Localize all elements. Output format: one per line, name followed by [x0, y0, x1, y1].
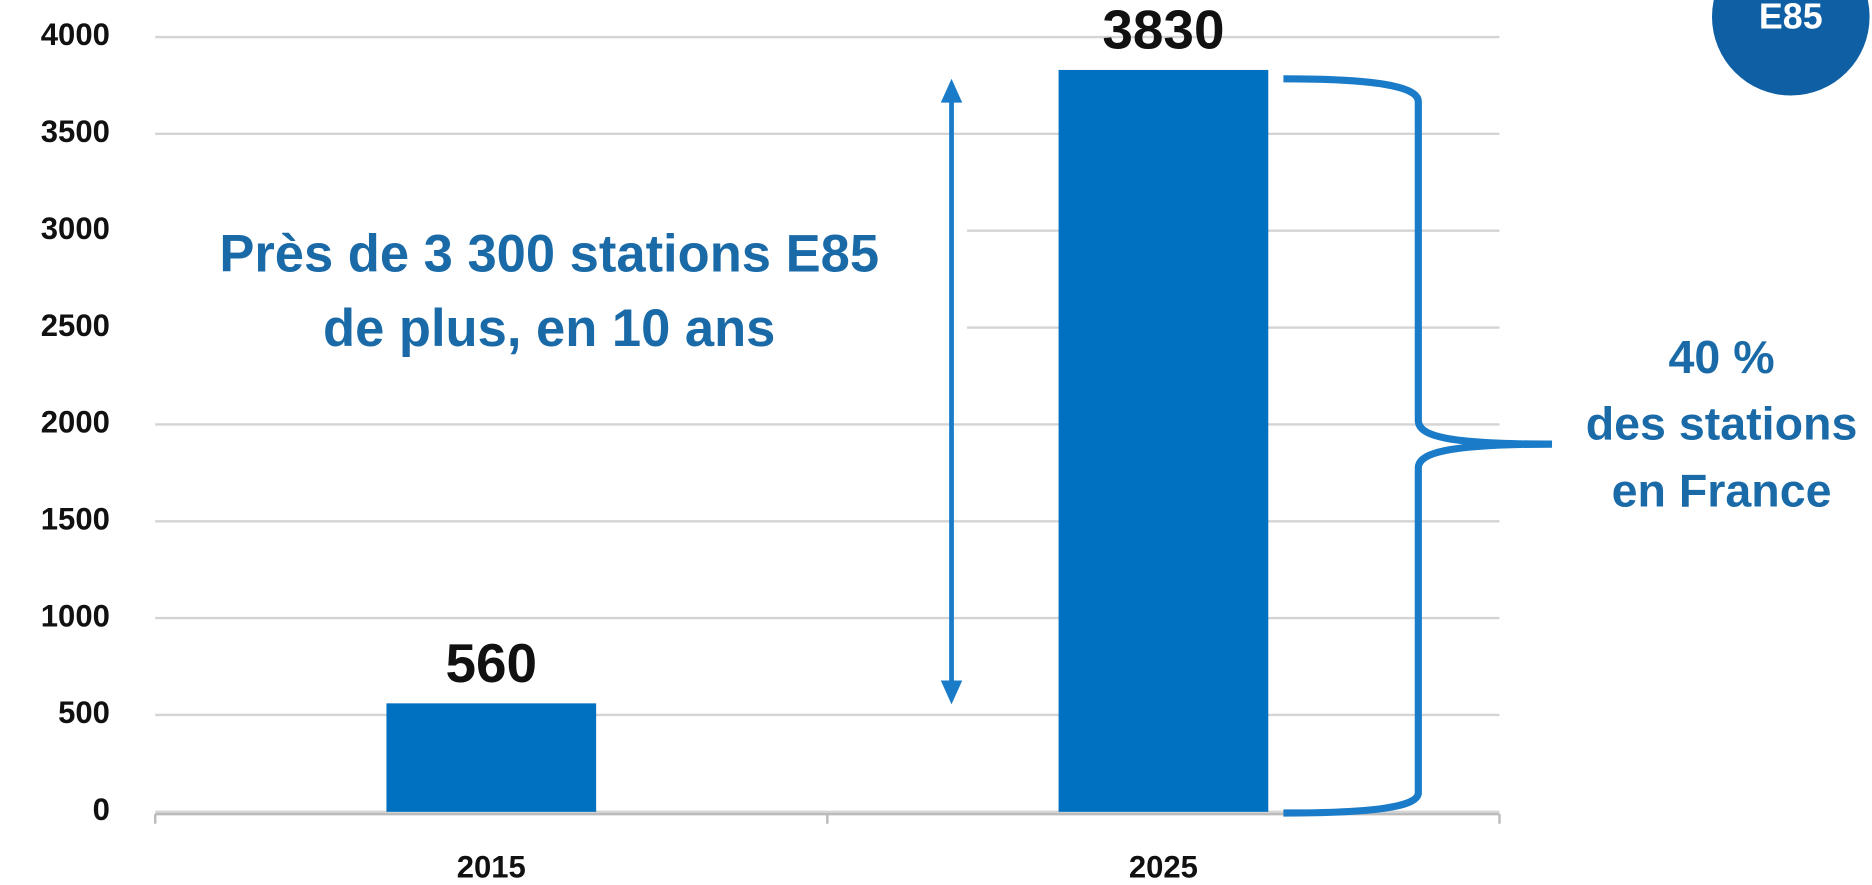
y-tick-label: 1500 [41, 501, 110, 536]
y-tick-label: 500 [58, 695, 110, 730]
value-label: 560 [445, 632, 537, 694]
annotation: 40 % [1668, 331, 1774, 383]
x-tick-label: 2015 [457, 849, 526, 884]
y-tick-label: 4000 [41, 17, 110, 52]
x-tick-label: 2025 [1129, 849, 1198, 884]
bar [386, 703, 597, 812]
y-tick-label: 3500 [41, 114, 110, 149]
y-tick-label: 1000 [41, 598, 110, 633]
value-label: 3830 [1102, 0, 1224, 61]
badge [1712, 0, 1870, 96]
y-tick-label: 3000 [41, 211, 110, 246]
badge-label: E85 [1759, 0, 1823, 37]
annotation: en France [1612, 465, 1832, 517]
annotation: de plus, en 10 ans [323, 299, 775, 358]
brace [1283, 75, 1553, 817]
annotation: Près de 3 300 stations E85 [219, 225, 879, 284]
y-tick-label: 2500 [41, 308, 110, 343]
y-tick-label: 2000 [41, 405, 110, 440]
bar [1058, 69, 1269, 812]
annotation: des stations [1586, 398, 1858, 450]
y-tick-label: 0 [93, 792, 110, 827]
annotation-backdrop [155, 196, 968, 377]
